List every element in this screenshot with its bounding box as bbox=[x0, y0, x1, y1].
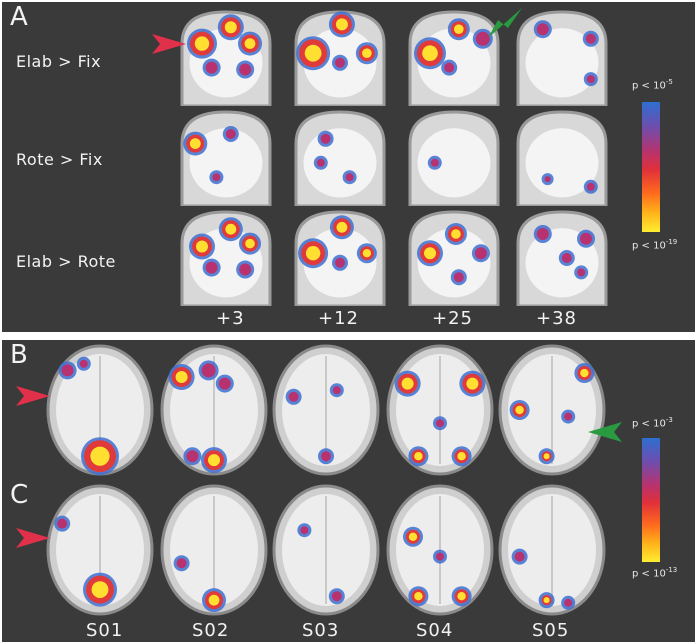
column-label-plus12: +12 bbox=[318, 308, 359, 329]
panel-c-letter: C bbox=[10, 480, 29, 510]
coronal-brain-slice bbox=[408, 210, 500, 306]
scale-a-bottom-label: p < 10-19 bbox=[632, 238, 678, 252]
subject-label-s01: S01 bbox=[86, 620, 124, 641]
axial-brain-slice bbox=[498, 344, 606, 476]
coronal-brain-slice bbox=[294, 210, 386, 306]
colorbar-panel-bc bbox=[642, 438, 660, 562]
scale-bc-bottom-label: p < 10-13 bbox=[632, 566, 678, 580]
coronal-brain-slice bbox=[516, 110, 608, 206]
coronal-brain-slice bbox=[516, 210, 608, 306]
red-arrow-marker bbox=[152, 34, 186, 54]
green-arrow-marker-b bbox=[588, 422, 622, 442]
red-arrow-marker-c bbox=[16, 528, 50, 548]
panel-a: A Elab > Fix Rote > Fix Elab > Rote +3 +… bbox=[2, 2, 695, 332]
column-label-plus38: +38 bbox=[536, 308, 577, 329]
column-label-plus3: +3 bbox=[216, 308, 245, 329]
axial-brain-slice bbox=[160, 484, 268, 616]
axial-brain-slice bbox=[272, 484, 380, 616]
subject-label-s05: S05 bbox=[532, 620, 570, 641]
coronal-brain-slice bbox=[180, 110, 272, 206]
row-label-elab-rote: Elab > Rote bbox=[16, 252, 116, 271]
axial-brain-slice bbox=[272, 344, 380, 476]
subject-label-s04: S04 bbox=[416, 620, 454, 641]
green-arrow-marker bbox=[488, 8, 522, 38]
coronal-brain-slice bbox=[516, 10, 608, 106]
coronal-brain-slice bbox=[294, 10, 386, 106]
coronal-brain-slice bbox=[408, 10, 500, 106]
panel-a-letter: A bbox=[10, 2, 28, 32]
axial-brain-slice bbox=[386, 344, 494, 476]
coronal-brain-slice bbox=[408, 110, 500, 206]
panel-b-letter: B bbox=[10, 340, 28, 370]
subject-label-s03: S03 bbox=[302, 620, 340, 641]
red-arrow-marker-b bbox=[16, 386, 50, 406]
scale-bc-top-label: p < 10-3 bbox=[632, 416, 673, 430]
axial-brain-slice bbox=[160, 344, 268, 476]
row-label-elab-fix: Elab > Fix bbox=[16, 52, 102, 71]
coronal-brain-slice bbox=[180, 210, 272, 306]
axial-brain-slice bbox=[46, 344, 154, 476]
row-label-rote-fix: Rote > Fix bbox=[16, 150, 103, 169]
axial-brain-slice bbox=[46, 484, 154, 616]
column-label-plus25: +25 bbox=[432, 308, 473, 329]
panel-b-c: B C S01 S02 S03 S04 S05 p < 10-3 p < 10-… bbox=[2, 340, 695, 642]
scale-a-top-label: p < 10-5 bbox=[632, 78, 673, 92]
axial-brain-slice bbox=[498, 484, 606, 616]
coronal-brain-slice bbox=[180, 10, 272, 106]
subject-label-s02: S02 bbox=[192, 620, 230, 641]
colorbar-panel-a bbox=[642, 102, 660, 232]
coronal-brain-slice bbox=[294, 110, 386, 206]
axial-brain-slice bbox=[386, 484, 494, 616]
